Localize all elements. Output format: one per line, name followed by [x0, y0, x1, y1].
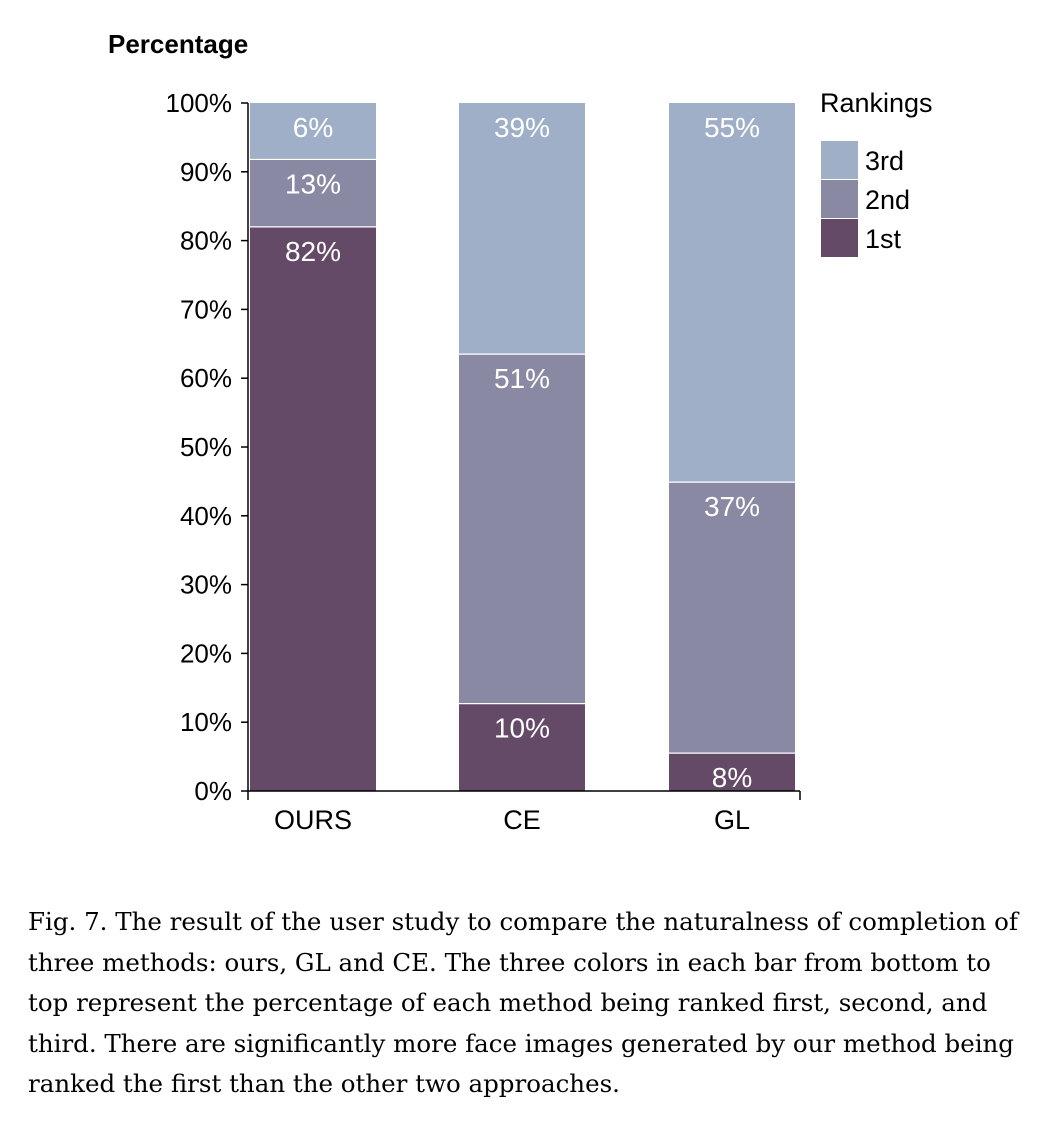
y-tick-label: 0%	[194, 776, 232, 806]
data-label: 39%	[494, 112, 550, 143]
y-tick-label: 100%	[166, 88, 233, 118]
bar-segment-gl-2nd	[669, 482, 795, 754]
y-axis: 0% 10% 20% 30% 40% 50% 60% 70% 80% 90% 100%	[166, 88, 249, 806]
y-tick-label: 50%	[180, 432, 232, 462]
stacked-bar-chart: Percentage 0% 10% 20% 30% 40% 50% 60% 70% 80% 90%…	[108, 29, 933, 835]
y-tick-label: 90%	[180, 157, 232, 187]
bar-segment-ce-3rd	[459, 103, 585, 355]
bar-segment-ours-2nd	[250, 159, 376, 227]
legend-label-2nd: 2nd	[865, 185, 910, 215]
data-label: 13%	[285, 168, 341, 199]
data-label: 55%	[704, 112, 760, 143]
bar-segment-gl-3rd	[669, 103, 795, 483]
x-tick-label: CE	[503, 805, 541, 835]
y-tick-label: 80%	[180, 226, 232, 256]
x-tick-label: GL	[714, 805, 750, 835]
x-axis: OURS CE GL	[247, 790, 801, 835]
figure-caption: Fig. 7. The result of the user study to …	[28, 907, 1018, 1098]
legend-swatch-3rd	[821, 141, 858, 179]
bar-segment-ours-1st	[250, 226, 376, 792]
bar-segment-ce-2nd	[459, 354, 585, 704]
y-tick-label: 40%	[180, 501, 232, 531]
data-label: 82%	[285, 236, 341, 267]
y-tick-label: 30%	[180, 570, 232, 600]
bar-segment-ce-1st	[459, 703, 585, 791]
data-label: 51%	[494, 363, 550, 394]
x-tick-label: OURS	[274, 805, 352, 835]
y-tick-label: 60%	[180, 363, 232, 393]
bar-segment-ours-3rd	[250, 103, 376, 160]
bars	[250, 103, 795, 792]
data-labels: 82% 13% 6% 10% 51% 39% 8% 37% 55%	[285, 112, 760, 793]
legend-label-1st: 1st	[865, 224, 902, 254]
legend-label-3rd: 3rd	[865, 146, 904, 176]
y-tick-label: 70%	[180, 294, 232, 324]
bar-segment-gl-1st	[669, 753, 795, 791]
legend-title: Rankings	[820, 88, 933, 118]
y-tick-label: 10%	[180, 707, 232, 737]
data-label: 6%	[293, 112, 333, 143]
legend-swatch-2nd	[821, 180, 858, 218]
y-axis-title: Percentage	[108, 29, 248, 59]
data-label: 37%	[704, 491, 760, 522]
legend: Rankings 3rd 2nd 1st	[820, 88, 933, 257]
data-label: 8%	[712, 762, 752, 793]
y-tick-label: 20%	[180, 638, 232, 668]
data-label: 10%	[494, 713, 550, 744]
legend-swatch-1st	[821, 219, 858, 257]
